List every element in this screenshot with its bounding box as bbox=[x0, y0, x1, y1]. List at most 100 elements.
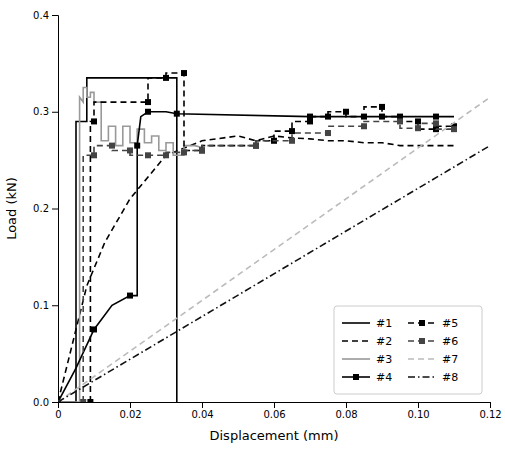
series-marker bbox=[174, 111, 180, 117]
legend-item: #5 bbox=[408, 317, 458, 330]
tick-mark bbox=[52, 112, 58, 113]
series-marker bbox=[181, 149, 187, 155]
legend-swatch bbox=[408, 376, 436, 378]
series-marker bbox=[361, 114, 367, 120]
series-marker bbox=[397, 118, 403, 124]
legend-label: #8 bbox=[442, 371, 458, 384]
series-marker bbox=[253, 143, 259, 149]
legend-swatch bbox=[342, 358, 370, 360]
tick-label: 0.12 bbox=[479, 409, 501, 420]
legend-item: #4 bbox=[342, 371, 392, 384]
legend-label: #3 bbox=[376, 353, 392, 366]
series-marker bbox=[199, 147, 205, 153]
series-marker bbox=[289, 128, 295, 134]
tick-label: 0.04 bbox=[191, 409, 213, 420]
series-group bbox=[58, 70, 490, 402]
tick-label: 0.2 bbox=[33, 203, 49, 214]
series-marker bbox=[343, 109, 349, 115]
tick-label: 0.1 bbox=[33, 300, 49, 311]
tick-mark bbox=[52, 209, 58, 210]
series-marker bbox=[127, 293, 133, 299]
tick-label: 0.4 bbox=[33, 10, 49, 21]
y-axis: 0.0 0.1 0.2 0.3 0.4 bbox=[33, 10, 58, 408]
legend-label: #5 bbox=[442, 317, 458, 330]
series-marker bbox=[163, 75, 169, 81]
tick-mark bbox=[418, 402, 419, 408]
series-marker bbox=[145, 109, 151, 115]
x-axis-title: Displacement (mm) bbox=[210, 428, 339, 443]
legend-item: #7 bbox=[408, 353, 458, 366]
tick-mark bbox=[130, 402, 131, 408]
series-marker bbox=[80, 399, 86, 402]
series-marker bbox=[91, 326, 97, 332]
series-line bbox=[58, 97, 490, 402]
tick-mark bbox=[52, 15, 58, 16]
tick-mark bbox=[274, 402, 275, 408]
tick-label: 0.10 bbox=[407, 409, 429, 420]
tick: 0.10 bbox=[407, 402, 429, 420]
series-line bbox=[58, 146, 490, 402]
series bbox=[58, 78, 177, 402]
tick-label: 0.08 bbox=[335, 409, 357, 420]
legend-swatch bbox=[342, 322, 370, 324]
series bbox=[58, 146, 490, 402]
series-marker bbox=[253, 143, 259, 149]
legend-item: #6 bbox=[408, 335, 458, 348]
legend: #1 #2 #3 #4 #5 #6 #7 #8 bbox=[334, 306, 482, 394]
tick-mark bbox=[202, 402, 203, 408]
tick: 0.4 bbox=[33, 10, 58, 21]
legend-item: #3 bbox=[342, 353, 392, 366]
series-marker bbox=[289, 138, 295, 144]
tick-label: 0.02 bbox=[119, 409, 141, 420]
series-marker bbox=[134, 143, 140, 149]
series-marker bbox=[145, 152, 151, 158]
series-marker bbox=[415, 118, 421, 124]
series-marker bbox=[307, 118, 313, 124]
series-line bbox=[58, 88, 202, 402]
series-marker bbox=[199, 147, 205, 153]
legend-marker bbox=[419, 338, 425, 344]
series-line bbox=[58, 78, 177, 402]
chart-container: 0 0.02 0.04 0.06 0.08 0.10 0.12 0.0 0.1 0.2 0.3 0.4… bbox=[0, 0, 505, 450]
series-marker bbox=[109, 143, 115, 149]
series-marker bbox=[91, 118, 97, 124]
tick-label: 0.3 bbox=[33, 106, 49, 117]
legend-item: #1 bbox=[342, 317, 392, 330]
series-marker bbox=[415, 125, 421, 131]
tick: 0.12 bbox=[479, 402, 501, 420]
tick: 0.0 bbox=[33, 397, 58, 408]
tick: 0.1 bbox=[33, 300, 58, 311]
tick: 0.2 bbox=[33, 203, 58, 214]
legend-item: #8 bbox=[408, 371, 458, 384]
series-marker bbox=[145, 99, 151, 105]
tick: 0.04 bbox=[191, 402, 213, 420]
tick-mark bbox=[490, 402, 491, 408]
axis-line bbox=[52, 16, 59, 403]
series-marker bbox=[361, 123, 367, 129]
tick-label: 0 bbox=[55, 409, 61, 420]
tick: 0.06 bbox=[263, 402, 285, 420]
series-marker bbox=[181, 70, 187, 76]
chart-svg: 0 0.02 0.04 0.06 0.08 0.10 0.12 0.0 0.1 0.2 0.3 0.4… bbox=[0, 0, 505, 450]
legend-marker bbox=[419, 320, 425, 326]
tick: 0 bbox=[55, 402, 61, 420]
series-marker bbox=[379, 104, 385, 110]
series-marker bbox=[325, 130, 331, 136]
legend-label: #2 bbox=[376, 335, 392, 348]
legend-label: #6 bbox=[442, 335, 458, 348]
tick-mark bbox=[346, 402, 347, 408]
tick-label: 0.0 bbox=[33, 397, 49, 408]
axis-line bbox=[59, 403, 491, 409]
series-marker bbox=[433, 120, 439, 126]
series-marker bbox=[163, 152, 169, 158]
x-axis: 0 0.02 0.04 0.06 0.08 0.10 0.12 bbox=[55, 402, 501, 420]
tick-mark bbox=[52, 402, 58, 403]
series-marker bbox=[451, 126, 457, 132]
tick: 0.02 bbox=[119, 402, 141, 420]
tick-mark bbox=[52, 305, 58, 306]
y-axis-title: Load (kN) bbox=[4, 177, 19, 240]
legend-label: #1 bbox=[376, 317, 392, 330]
series-marker bbox=[127, 147, 133, 153]
series-marker bbox=[433, 114, 439, 120]
tick: 0.3 bbox=[33, 106, 58, 117]
